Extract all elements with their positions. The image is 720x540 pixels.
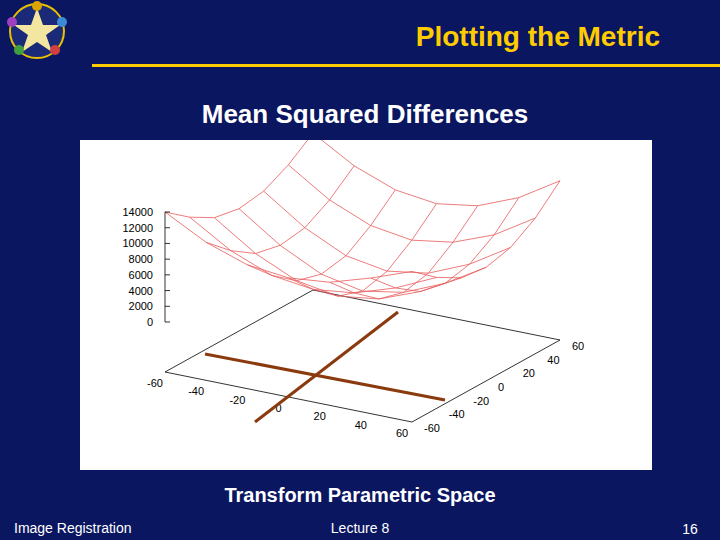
svg-text:10000: 10000 bbox=[122, 237, 153, 249]
svg-text:-60: -60 bbox=[424, 422, 440, 434]
svg-text:0: 0 bbox=[275, 402, 282, 414]
svg-text:-40: -40 bbox=[188, 385, 204, 397]
svg-text:Transform Parametric Space: Transform Parametric Space bbox=[224, 484, 495, 506]
svg-text:6000: 6000 bbox=[129, 269, 153, 281]
svg-text:Image Registration: Image Registration bbox=[14, 520, 132, 536]
svg-text:-20: -20 bbox=[229, 394, 245, 406]
svg-text:Lecture 8: Lecture 8 bbox=[331, 520, 390, 536]
svg-text:20: 20 bbox=[523, 367, 535, 379]
svg-text:8000: 8000 bbox=[129, 253, 153, 265]
svg-text:40: 40 bbox=[355, 419, 367, 431]
svg-text:0: 0 bbox=[498, 381, 504, 393]
svg-text:0: 0 bbox=[147, 316, 153, 328]
svg-text:Plotting the Metric: Plotting the Metric bbox=[416, 21, 660, 52]
svg-text:14000: 14000 bbox=[122, 206, 153, 218]
svg-text:16: 16 bbox=[682, 521, 698, 537]
svg-text:40: 40 bbox=[547, 354, 559, 366]
svg-text:60: 60 bbox=[572, 340, 584, 352]
svg-text:-20: -20 bbox=[473, 395, 489, 407]
svg-text:Mean Squared Differences: Mean Squared Differences bbox=[202, 99, 529, 129]
svg-text:-60: -60 bbox=[147, 377, 163, 389]
svg-text:12000: 12000 bbox=[122, 222, 153, 234]
svg-text:4000: 4000 bbox=[129, 285, 153, 297]
svg-text:60: 60 bbox=[396, 427, 408, 439]
svg-text:2000: 2000 bbox=[129, 300, 153, 312]
svg-text:20: 20 bbox=[314, 410, 326, 422]
svg-text:-40: -40 bbox=[449, 408, 465, 420]
